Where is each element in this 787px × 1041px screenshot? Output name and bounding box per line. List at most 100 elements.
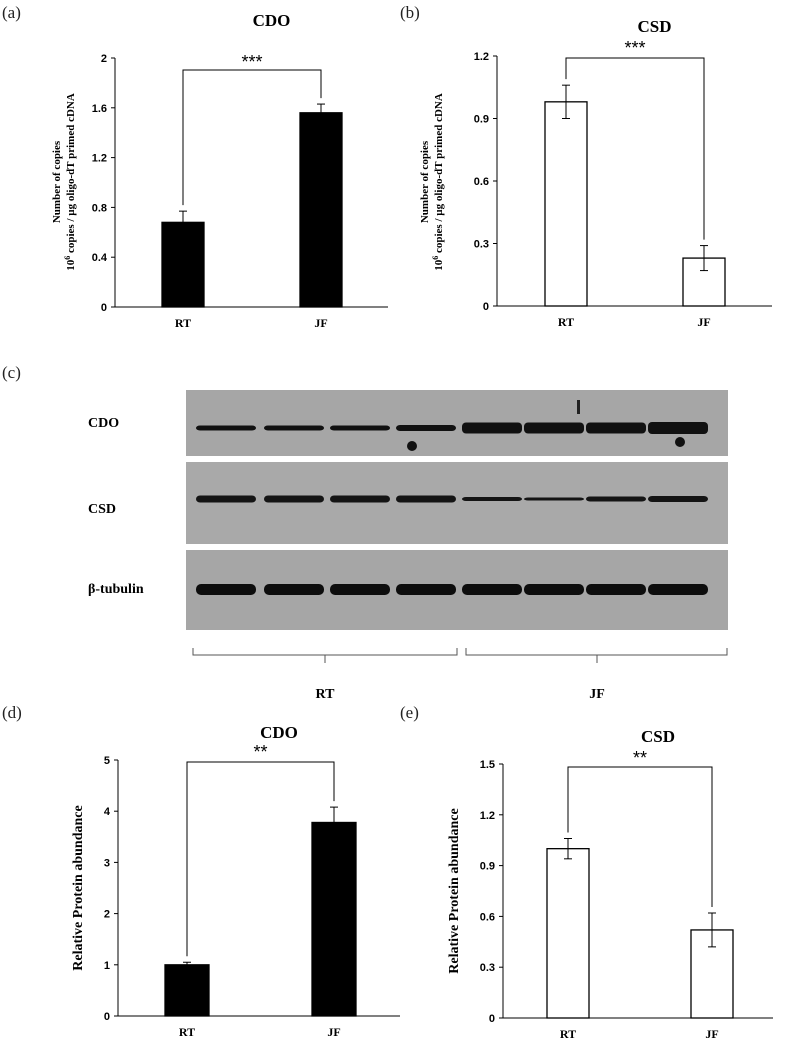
blot-band-tubulin	[586, 584, 646, 595]
chart-e-significance-stars: **	[633, 748, 647, 768]
chart-b-ylabel-base: 10	[433, 259, 445, 271]
chart-e-ytick-label: 0	[489, 1013, 495, 1025]
panel-letter-c: (c)	[2, 363, 21, 382]
chart-d-ytick-label: 1	[104, 960, 110, 972]
group-label-rt: RT	[316, 687, 336, 702]
panel-letter-a: (a)	[2, 3, 21, 22]
chart-b-xtick-jf: JF	[697, 315, 710, 329]
chart-e-ytick-label: 1.5	[480, 759, 495, 771]
chart-d-bar-jf	[311, 821, 357, 1017]
chart-d-xtick-rt: RT	[179, 1025, 195, 1039]
chart-b-ylabel-sup: 6	[431, 256, 440, 260]
chart-b-ytick-label: 0.9	[474, 114, 489, 126]
blot-band-tubulin	[524, 584, 584, 595]
chart-b-xtick-rt: RT	[558, 315, 574, 329]
chart-d-title: CDO	[260, 723, 298, 742]
group-bracket-rt	[192, 648, 458, 663]
chart-a-significance-bracket	[182, 69, 322, 206]
chart-a-ytick-label: 1.6	[92, 103, 107, 115]
blot-artifact-streak	[577, 400, 580, 414]
chart-b-ylabel-line2: 106 copies / µg oligo-dT primed cDNA	[431, 93, 445, 271]
blot-band-tubulin	[462, 584, 522, 595]
panel-letter-b: (b)	[400, 3, 420, 22]
blot-band-csd	[264, 495, 324, 503]
chart-a-ylabel-rest: copies / µg oligo-dT primed cDNA	[65, 93, 77, 256]
chart-d-ylabel: Relative Protein abundance	[71, 805, 86, 970]
blot-artifact-spot	[675, 437, 685, 447]
blot-band-tubulin	[648, 584, 708, 595]
blot-band-cdo	[648, 422, 708, 434]
chart-a-xtick-rt: RT	[175, 316, 191, 330]
chart-a-ytick-label: 0	[101, 302, 107, 314]
chart-d-ytick-label: 3	[104, 857, 110, 869]
blot-strip-cdo	[186, 390, 728, 456]
chart-a-significance-stars: ***	[241, 52, 262, 72]
blot-strip-csd	[186, 462, 728, 544]
chart-d-ytick-label: 4	[104, 806, 111, 818]
panel-letter-e: (e)	[400, 703, 419, 722]
chart-b-ylabel-rest: copies / µg oligo-dT primed cDNA	[433, 93, 445, 256]
blot-band-csd	[462, 497, 522, 501]
blot-band-cdo	[330, 425, 390, 431]
chart-b-ylabel-line1: Number of copies	[419, 140, 431, 223]
chart-b-bar-rt	[544, 101, 588, 307]
chart-b-significance-stars: ***	[624, 38, 645, 58]
chart-e-ytick-label: 0.6	[480, 911, 495, 923]
chart-e-ylabel: Relative Protein abundance	[447, 808, 462, 973]
chart-a-title: CDO	[253, 11, 291, 30]
blot-band-csd	[396, 495, 456, 503]
chart-b-title: CSD	[637, 17, 671, 36]
western-blot: CDO CSD β-tubulin RT JF	[88, 390, 728, 702]
chart-e-ytick-label: 0.9	[480, 861, 495, 873]
chart-a-ylabel-line1: Number of copies	[51, 140, 63, 223]
chart-d-bar-rt	[164, 964, 210, 1017]
blot-band-cdo	[586, 422, 646, 434]
chart-a-ytick-label: 1.2	[92, 153, 107, 165]
chart-e-csd-protein: CSD 0 0.3 0.6 0.9 1.2 1.5 Relative Protein abun…	[447, 727, 773, 1041]
chart-a-ylabel-sup: 6	[63, 256, 72, 260]
chart-a-ytick-label: 2	[101, 53, 107, 65]
chart-b-ytick-label: 0.3	[474, 239, 489, 251]
blot-band-cdo	[462, 422, 522, 434]
chart-a-bar-jf	[299, 112, 343, 308]
chart-b-ytick-label: 1.2	[474, 51, 489, 63]
chart-a-ytick-label: 0.8	[92, 202, 107, 214]
chart-d-ytick-label: 5	[104, 755, 110, 767]
blot-band-csd	[586, 496, 646, 502]
blot-label-tubulin: β-tubulin	[88, 582, 144, 597]
chart-a-ylabel-line2: 106 copies / µg oligo-dT primed cDNA	[63, 93, 77, 271]
group-bracket-jf	[465, 648, 728, 663]
blot-band-tubulin	[330, 584, 390, 595]
chart-a-ytick-label: 0.4	[92, 252, 108, 264]
blot-band-csd	[524, 497, 584, 501]
chart-e-bar-rt	[546, 848, 590, 1019]
blot-band-csd	[648, 496, 708, 502]
chart-b-significance-bracket	[565, 57, 705, 240]
chart-e-title: CSD	[641, 727, 675, 746]
blot-band-tubulin	[196, 584, 256, 595]
blot-artifact-spot	[407, 441, 417, 451]
blot-label-cdo: CDO	[88, 416, 119, 431]
blot-band-cdo	[264, 425, 324, 431]
panel-letter-d: (d)	[2, 703, 22, 722]
chart-e-xtick-rt: RT	[560, 1027, 576, 1041]
chart-e-significance-bracket	[567, 766, 713, 908]
chart-d-ytick-label: 0	[104, 1011, 110, 1023]
blot-band-cdo	[196, 425, 256, 431]
blot-band-cdo	[524, 422, 584, 434]
chart-e-ytick-label: 0.3	[480, 962, 495, 974]
chart-d-significance-bracket	[186, 761, 335, 957]
group-label-jf: JF	[589, 687, 605, 702]
blot-band-tubulin	[396, 584, 456, 595]
chart-d-ytick-label: 2	[104, 909, 110, 921]
chart-d-significance-stars: **	[253, 742, 267, 762]
blot-label-csd: CSD	[88, 502, 116, 517]
chart-a-ylabel-base: 10	[65, 259, 77, 271]
chart-b-ytick-label: 0.6	[474, 176, 489, 188]
chart-d-cdo-protein: CDO 0 1 2 3 4 5 Relative Protein abundance RT JF *…	[71, 723, 400, 1039]
chart-a-bar-rt	[161, 221, 205, 308]
chart-a-xtick-jf: JF	[314, 316, 327, 330]
